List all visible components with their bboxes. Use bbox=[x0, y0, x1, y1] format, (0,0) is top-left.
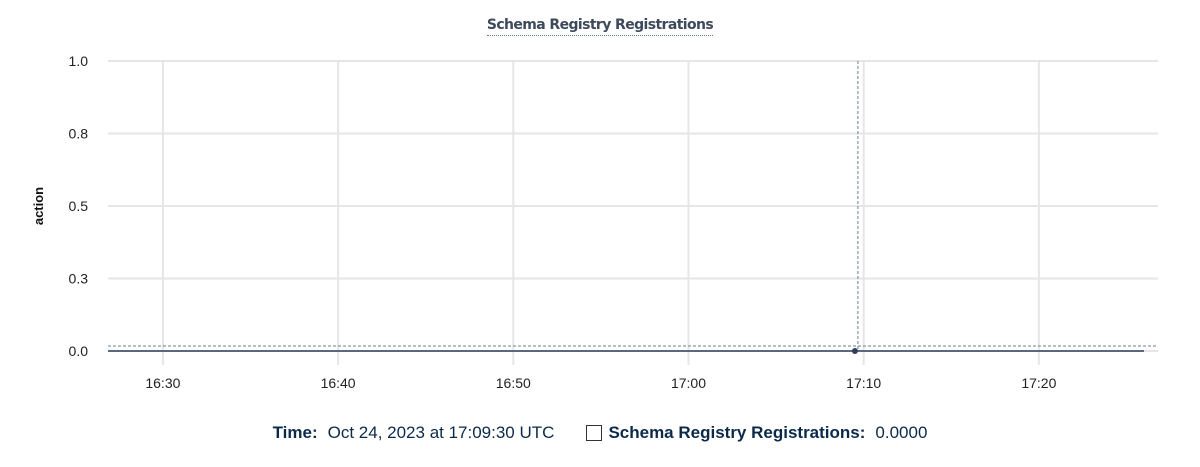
hover-legend: Time: Oct 24, 2023 at 17:09:30 UTC Schem… bbox=[0, 423, 1200, 443]
x-tick-label: 16:30 bbox=[145, 375, 180, 391]
x-tick-label: 17:20 bbox=[1021, 375, 1056, 391]
y-tick-label: 1.0 bbox=[69, 53, 89, 69]
y-tick-label: 0.5 bbox=[69, 198, 89, 214]
series-value: 0.0000 bbox=[875, 423, 928, 442]
hover-point bbox=[851, 348, 858, 354]
x-tick-label: 17:00 bbox=[671, 375, 706, 391]
x-tick-label: 17:10 bbox=[846, 375, 881, 391]
x-tick-label: 16:50 bbox=[496, 375, 531, 391]
series-checkbox[interactable] bbox=[586, 425, 603, 441]
y-tick-label: 0.8 bbox=[69, 126, 89, 142]
x-tick-label: 16:40 bbox=[321, 375, 356, 391]
y-axis-label: action bbox=[31, 187, 46, 225]
y-tick-label: 0.0 bbox=[69, 343, 89, 359]
chart-title[interactable]: Schema Registry Registrations bbox=[0, 16, 1200, 36]
time-label: Time: bbox=[272, 423, 318, 442]
series-label: Schema Registry Registrations: bbox=[608, 423, 866, 442]
y-tick-label: 0.3 bbox=[69, 271, 89, 287]
time-value: Oct 24, 2023 at 17:09:30 UTC bbox=[327, 423, 555, 442]
